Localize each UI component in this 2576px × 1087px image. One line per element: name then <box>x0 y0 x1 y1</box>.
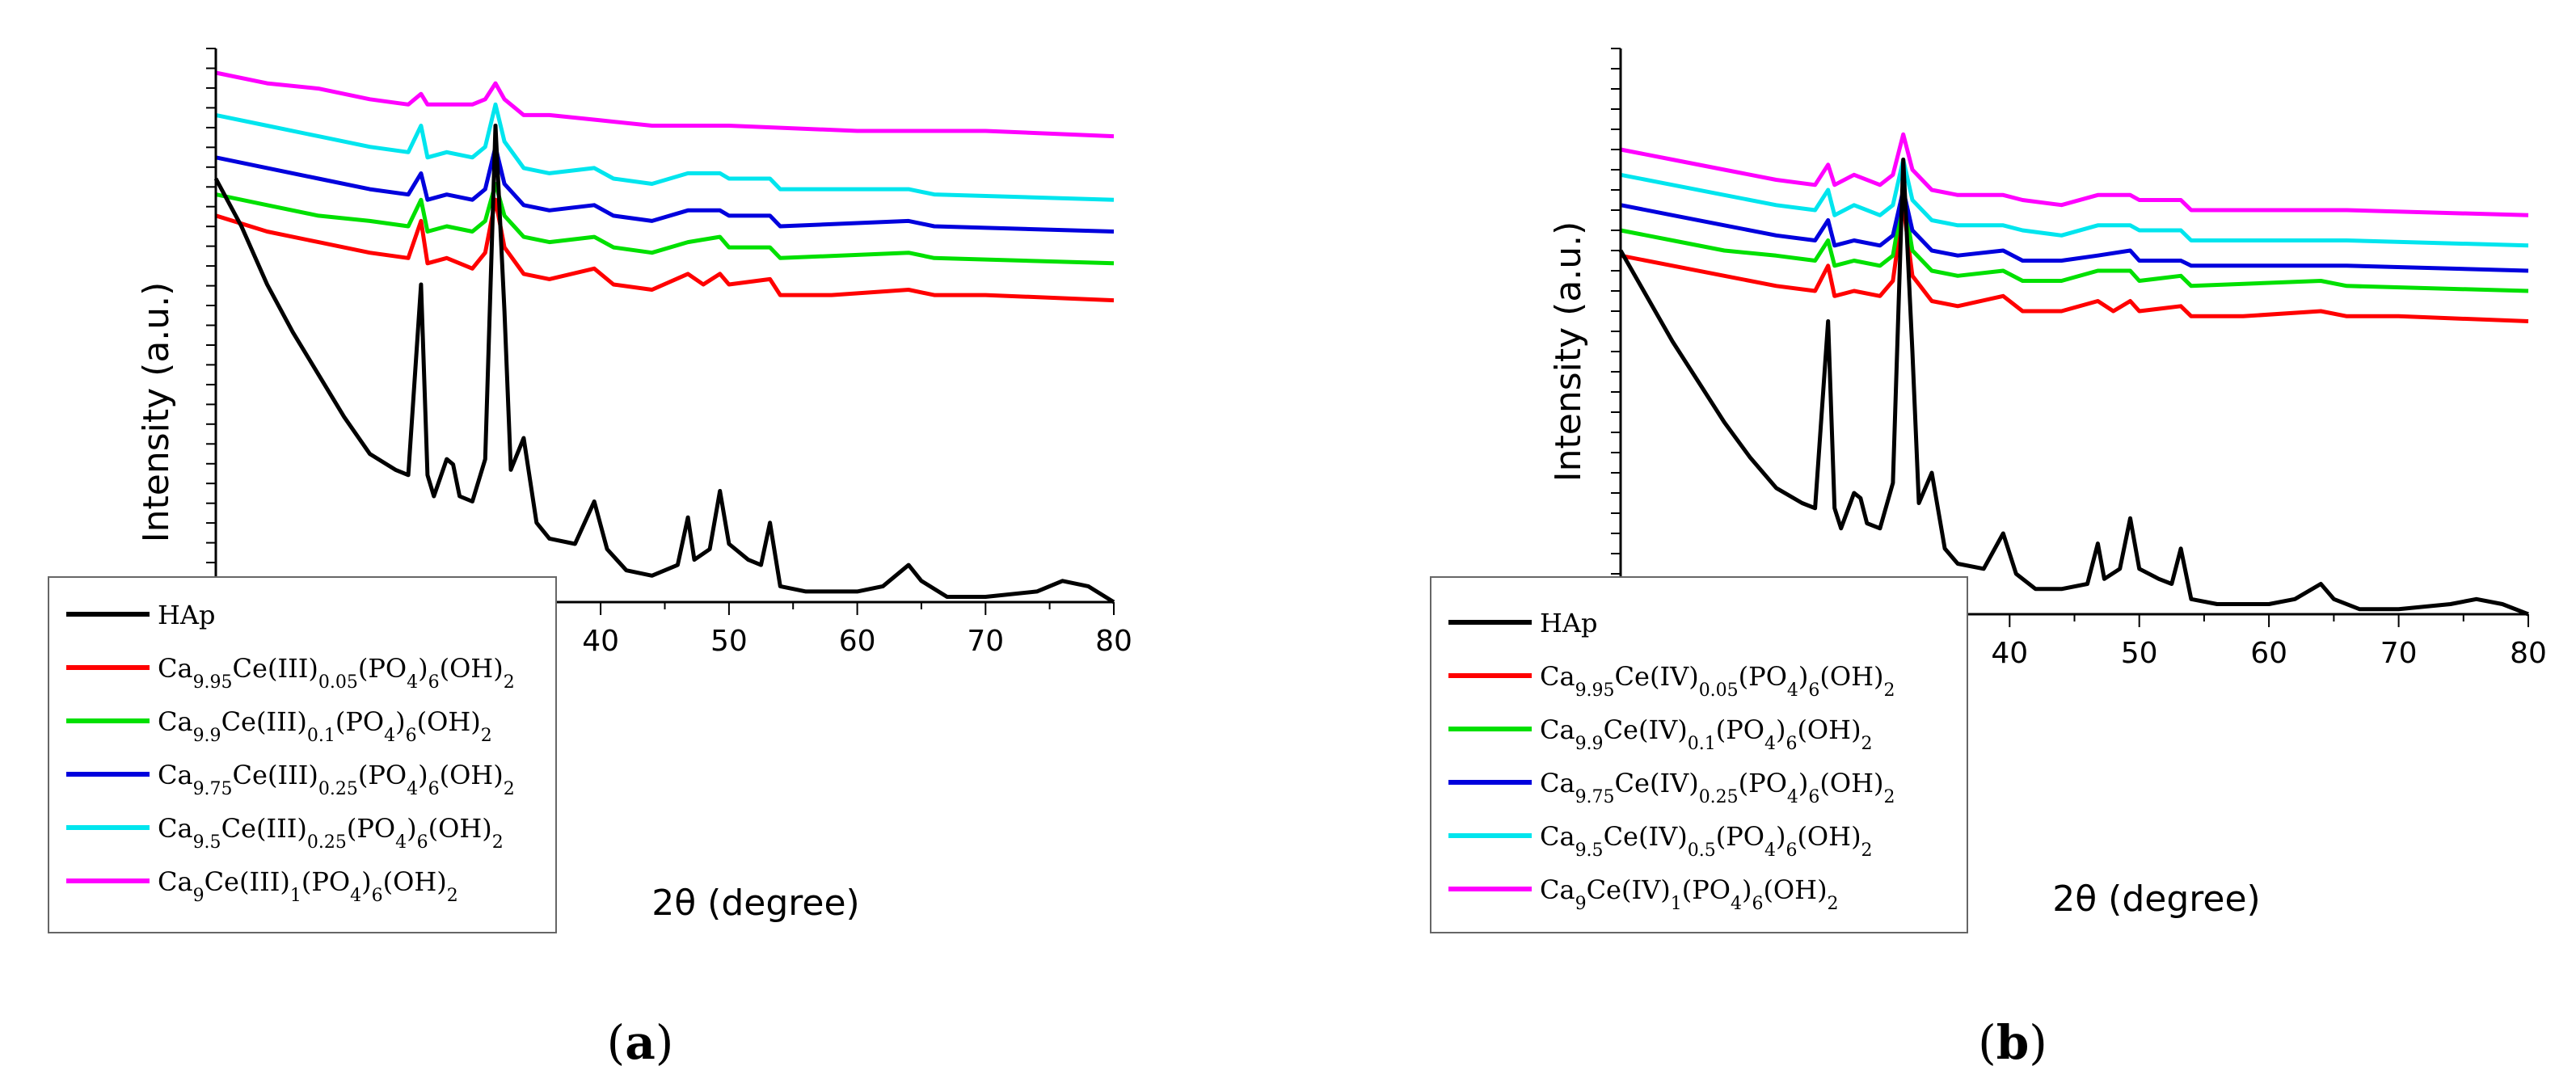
x-tick-label-a-40: 40 <box>582 625 619 658</box>
x-tick-label-b-60: 60 <box>2250 637 2287 670</box>
legend-label-b-1: Ca9.95Ce(IV)0.05(PO4)6(OH)2 <box>1540 661 1895 701</box>
y-axis-label-b: Intensity (a.u.) <box>1548 221 1589 482</box>
legend-label-a-0: HAp <box>158 600 216 630</box>
legend-box-b <box>1430 576 1968 933</box>
legend-box-a <box>48 576 557 933</box>
x-tick-label-b-70: 70 <box>2380 637 2418 670</box>
x-tick-label-a-70: 70 <box>967 625 1004 658</box>
series-line-b-5 <box>1620 132 2529 217</box>
x-tick-label-b-50: 50 <box>2121 637 2158 670</box>
x-tick-label-b-40: 40 <box>1991 637 2028 670</box>
legend-label-a-3: Ca9.75Ce(III)0.25(PO4)6(OH)2 <box>158 760 515 799</box>
legend-label-b-3: Ca9.75Ce(IV)0.25(PO4)6(OH)2 <box>1540 768 1895 807</box>
plot-a-series <box>213 70 1115 605</box>
panel-b: 40 50 60 70 80 Intensity (a.u.) 2θ (degree) … <box>1430 48 2547 1070</box>
series-line-a-3 <box>215 145 1115 234</box>
series-line-a-2 <box>215 182 1115 266</box>
legend-label-a-4: Ca9.5Ce(III)0.25(PO4)6(OH)2 <box>158 813 504 853</box>
x-ticks-b: 40 50 60 70 80 <box>1620 614 2547 670</box>
series-line-b-2 <box>1620 192 2529 293</box>
panel-label-a: (a) <box>607 1015 674 1070</box>
series-line-b-4 <box>1620 158 2529 248</box>
x-ticks-a: 40 50 60 70 80 <box>215 602 1132 658</box>
x-tick-label-a-80: 80 <box>1095 625 1132 658</box>
legend-a: HAp Ca9.95Ce(III)0.05(PO4)6(OH)2 Ca9.9Ce(I… <box>48 576 557 933</box>
y-axis-label-a: Intensity (a.u.) <box>136 282 177 543</box>
legend-label-a-1: Ca9.95Ce(III)0.05(PO4)6(OH)2 <box>158 653 515 693</box>
x-tick-label-b-80: 80 <box>2510 637 2547 670</box>
x-tick-label-a-60: 60 <box>839 625 876 658</box>
legend-label-b-0: HAp <box>1540 608 1598 638</box>
plot-b-series <box>1618 132 2529 617</box>
x-axis-label-a: 2θ (degree) <box>651 883 859 924</box>
series-line-a-4 <box>215 102 1115 202</box>
legend-label-a-2: Ca9.9Ce(III)0.1(PO4)6(OH)2 <box>158 706 492 746</box>
panel-a: 40 50 60 70 80 Intensity (a.u.) 2θ (degree) … <box>48 48 1132 1070</box>
series-line-a-5 <box>215 70 1115 139</box>
legend-b: HAp Ca9.95Ce(IV)0.05(PO4)6(OH)2 Ca9.9Ce(IV… <box>1430 576 1968 933</box>
x-axis-label-b: 2θ (degree) <box>2052 878 2260 920</box>
series-line-a-1 <box>215 197 1115 303</box>
series-line-a-0 <box>213 124 1115 605</box>
legend-label-a-5: Ca9Ce(III)1(PO4)6(OH)2 <box>158 866 458 906</box>
panel-label-b: (b) <box>1978 1015 2047 1070</box>
x-tick-label-a-50: 50 <box>710 625 748 658</box>
legend-label-b-5: Ca9Ce(IV)1(PO4)6(OH)2 <box>1540 874 1839 914</box>
legend-label-b-4: Ca9.5Ce(IV)0.5(PO4)6(OH)2 <box>1540 821 1873 861</box>
series-line-b-3 <box>1620 187 2529 273</box>
series-line-b-0 <box>1618 158 2529 617</box>
legend-label-b-2: Ca9.9Ce(IV)0.1(PO4)6(OH)2 <box>1540 714 1873 754</box>
series-line-b-1 <box>1620 203 2529 323</box>
